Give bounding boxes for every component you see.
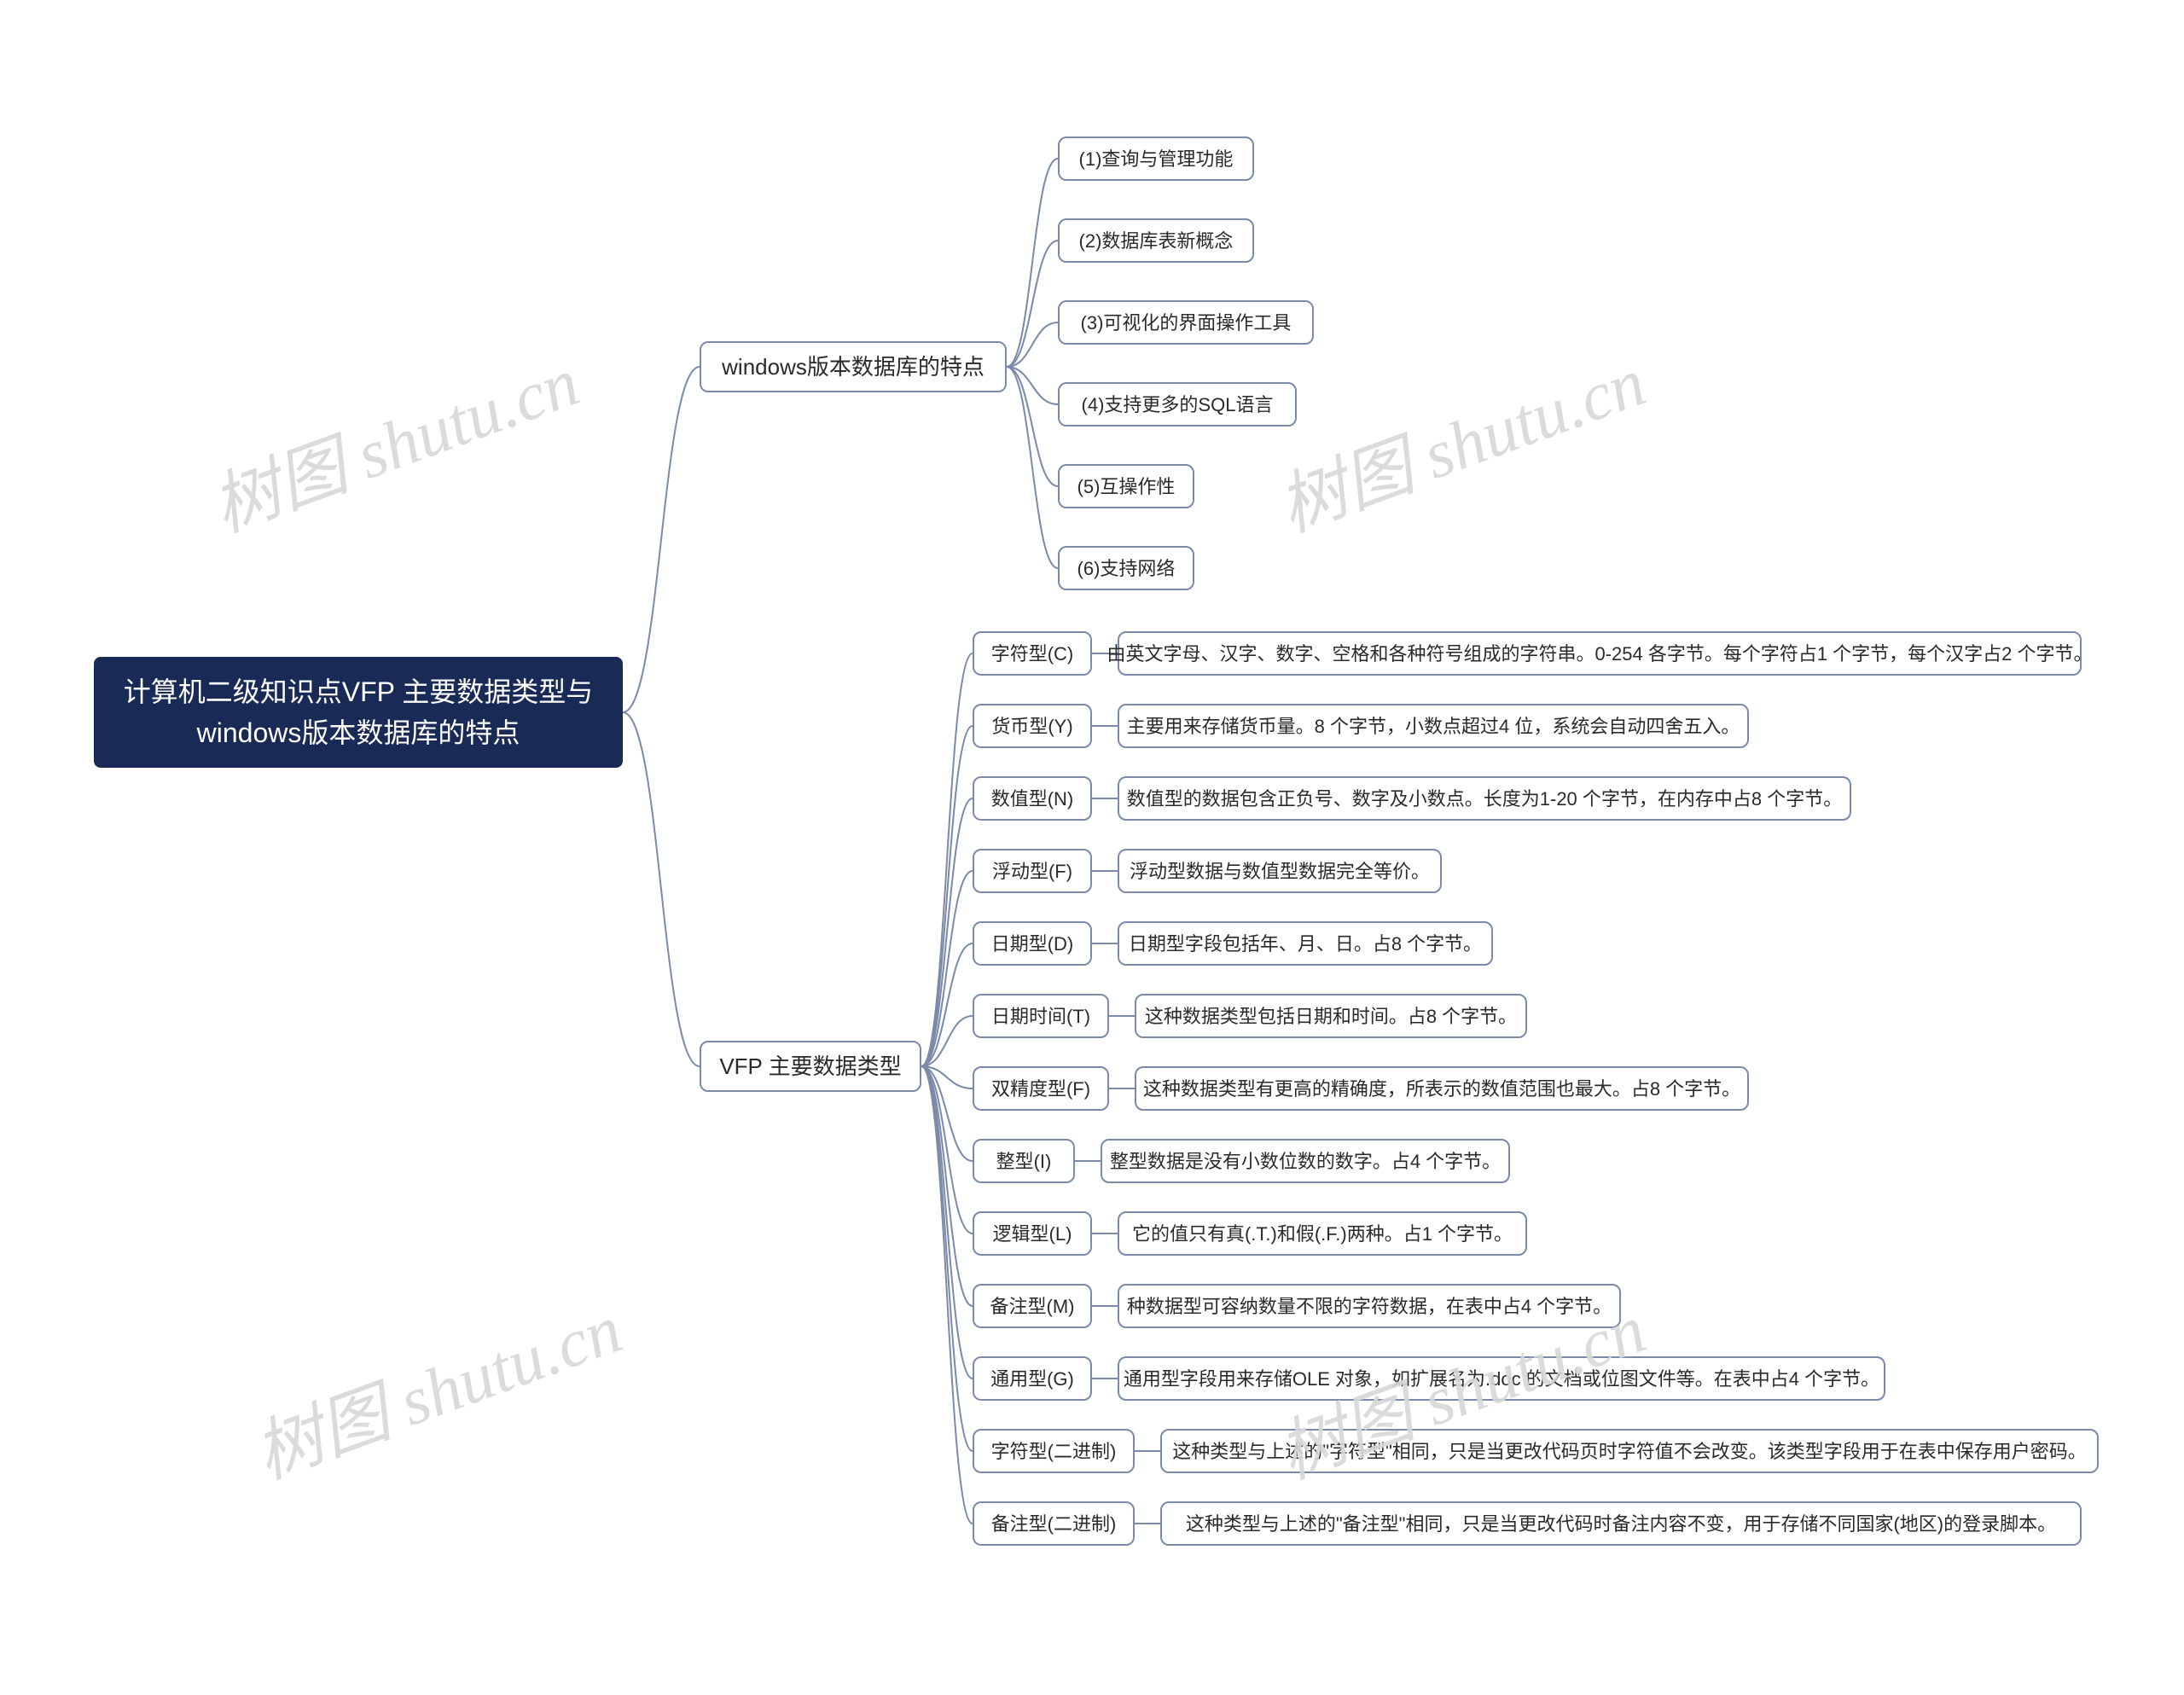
leaf-b2-1-desc: 主要用来存储货币量。8 个字节，小数点超过4 位，系统会自动四舍五入。 bbox=[1118, 704, 1749, 748]
leaf-b2-8-desc: 它的值只有真(.T.)和假(.F.)两种。占1 个字节。 bbox=[1118, 1211, 1527, 1256]
leaf-b2-2: 数值型(N) bbox=[973, 776, 1092, 821]
leaf-b2-5-desc: 这种数据类型包括日期和时间。占8 个字节。 bbox=[1135, 994, 1527, 1038]
leaf-b2-12: 备注型(二进制) bbox=[973, 1501, 1135, 1546]
leaf-b2-3: 浮动型(F) bbox=[973, 849, 1092, 893]
branch-vfp-data-types: VFP 主要数据类型 bbox=[700, 1041, 921, 1092]
leaf-b2-9-desc: 种数据型可容纳数量不限的字符数据，在表中占4 个字节。 bbox=[1118, 1284, 1621, 1328]
leaf-b1-1: (2)数据库表新概念 bbox=[1058, 218, 1254, 263]
leaf-b2-5: 日期时间(T) bbox=[973, 994, 1109, 1038]
leaf-b1-3: (4)支持更多的SQL语言 bbox=[1058, 382, 1297, 427]
leaf-b2-0: 字符型(C) bbox=[973, 631, 1092, 676]
leaf-b1-4: (5)互操作性 bbox=[1058, 464, 1194, 508]
leaf-b1-2: (3)可视化的界面操作工具 bbox=[1058, 300, 1314, 345]
leaf-b2-3-desc: 浮动型数据与数值型数据完全等价。 bbox=[1118, 849, 1442, 893]
leaf-b2-0-desc: 由英文字母、汉字、数字、空格和各种符号组成的字符串。0-254 各字节。每个字符… bbox=[1118, 631, 2082, 676]
leaf-b2-1: 货币型(Y) bbox=[973, 704, 1092, 748]
watermark-2: 树图 shutu.cn bbox=[239, 1274, 632, 1498]
branch-label: windows版本数据库的特点 bbox=[722, 351, 985, 384]
leaf-b2-6: 双精度型(F) bbox=[973, 1066, 1109, 1111]
leaf-b2-12-desc: 这种类型与上述的"备注型"相同，只是当更改代码时备注内容不变，用于存储不同国家(… bbox=[1160, 1501, 2082, 1546]
root-label: 计算机二级知识点VFP 主要数据类型与windows版本数据库的特点 bbox=[118, 671, 599, 753]
leaf-b2-4: 日期型(D) bbox=[973, 921, 1092, 966]
leaf-b2-6-desc: 这种数据类型有更高的精确度，所表示的数值范围也最大。占8 个字节。 bbox=[1135, 1066, 1749, 1111]
leaf-b2-8: 逻辑型(L) bbox=[973, 1211, 1092, 1256]
leaf-b2-4-desc: 日期型字段包括年、月、日。占8 个字节。 bbox=[1118, 921, 1493, 966]
leaf-b2-11: 字符型(二进制) bbox=[973, 1429, 1135, 1473]
leaf-b2-10: 通用型(G) bbox=[973, 1356, 1092, 1401]
mindmap-root: 计算机二级知识点VFP 主要数据类型与windows版本数据库的特点 bbox=[94, 657, 623, 768]
leaf-b1-0: (1)查询与管理功能 bbox=[1058, 136, 1254, 181]
leaf-b2-7: 整型(I) bbox=[973, 1139, 1075, 1183]
leaf-b2-11-desc: 这种类型与上述的"字符型"相同，只是当更改代码页时字符值不会改变。该类型字段用于… bbox=[1160, 1429, 2099, 1473]
leaf-b2-7-desc: 整型数据是没有小数位数的数字。占4 个字节。 bbox=[1101, 1139, 1510, 1183]
watermark-0: 树图 shutu.cn bbox=[196, 327, 590, 551]
leaf-b2-10-desc: 通用型字段用来存储OLE 对象，如扩展名为.doc 的文档或位图文件等。在表中占… bbox=[1118, 1356, 1885, 1401]
leaf-b1-5: (6)支持网络 bbox=[1058, 546, 1194, 590]
leaf-b2-2-desc: 数值型的数据包含正负号、数字及小数点。长度为1-20 个字节，在内存中占8 个字… bbox=[1118, 776, 1851, 821]
watermark-1: 树图 shutu.cn bbox=[1263, 327, 1656, 551]
branch-label: VFP 主要数据类型 bbox=[719, 1050, 901, 1083]
leaf-b2-9: 备注型(M) bbox=[973, 1284, 1092, 1328]
branch-windows-db-features: windows版本数据库的特点 bbox=[700, 341, 1007, 392]
